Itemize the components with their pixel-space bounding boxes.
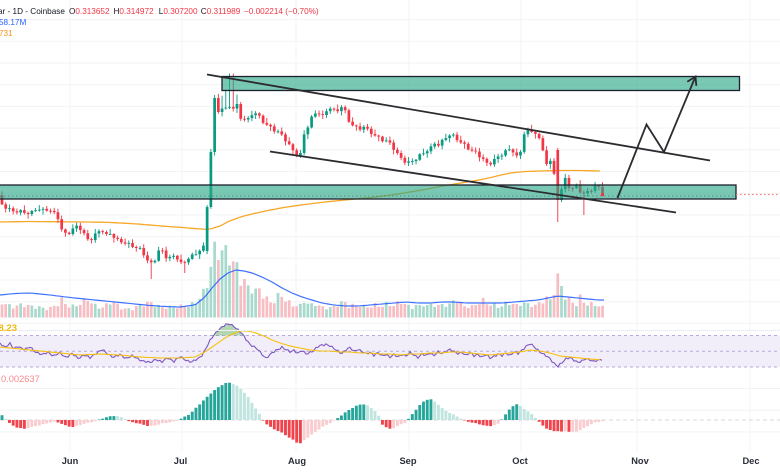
svg-text:731: 731 — [0, 29, 13, 38]
svg-text:Jul: Jul — [174, 456, 187, 466]
svg-text:Oct: Oct — [512, 456, 528, 466]
svg-text:Jun: Jun — [62, 456, 79, 466]
svg-text:Aug: Aug — [288, 456, 306, 466]
svg-text:8.23: 8.23 — [0, 323, 17, 334]
svg-text:Dec: Dec — [742, 456, 759, 466]
svg-text:58.17M: 58.17M — [0, 18, 26, 27]
svg-text:Sep: Sep — [399, 456, 416, 466]
svg-text:Nov: Nov — [631, 456, 649, 466]
svg-text:ar - 1D - Coinbase: ar - 1D - Coinbase — [0, 7, 65, 16]
svg-text:0.002637: 0.002637 — [1, 374, 40, 384]
